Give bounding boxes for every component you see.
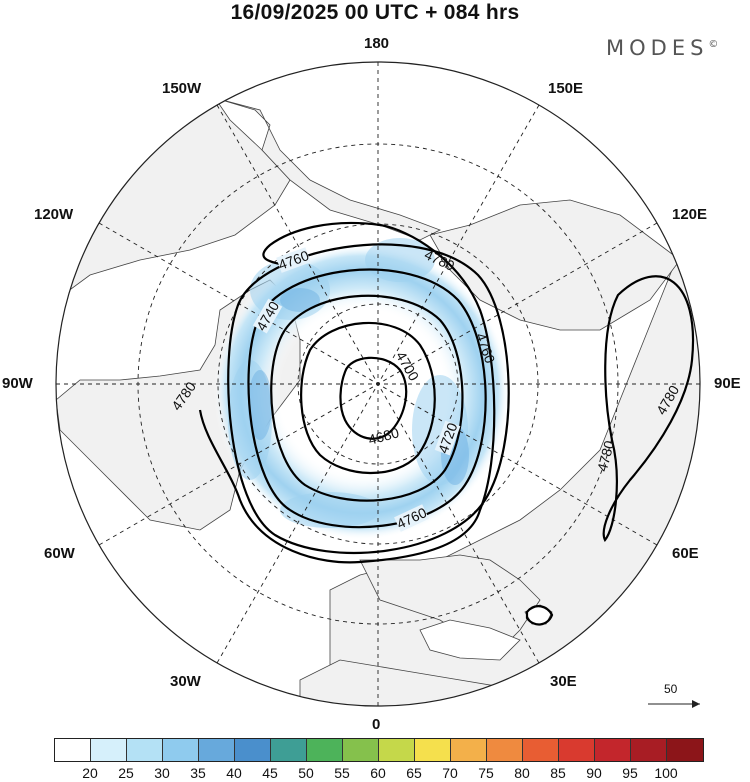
colorbar-cell [595, 739, 631, 761]
colorbar-cell [307, 739, 343, 761]
colorbar-tick-label: 80 [514, 765, 530, 781]
colorbar-cell [631, 739, 667, 761]
colorbar-cell [523, 739, 559, 761]
contour-4780-east [602, 275, 695, 543]
contour-4740 [247, 268, 487, 529]
colorbar-tick-label: 45 [262, 765, 278, 781]
copyright-mark: © [708, 39, 719, 50]
colorbar-tick-label: 50 [298, 765, 314, 781]
lon-label-30w: 30W [170, 673, 201, 690]
polar-map [55, 61, 701, 708]
colorbar-tick-label: 70 [442, 765, 458, 781]
colorbar-cell [127, 739, 163, 761]
lon-label-150e: 150E [548, 80, 584, 97]
lon-label-150w: 150W [162, 80, 202, 97]
colorbar-tick-label: 30 [154, 765, 170, 781]
europe [359, 554, 541, 651]
colorbar-cell [55, 739, 91, 761]
contour-4700 [300, 321, 436, 475]
height-contours [198, 221, 695, 626]
colorbar-tick-label: 95 [622, 765, 638, 781]
colorbar-cell [91, 739, 127, 761]
lon-label-180: 180 [364, 35, 390, 52]
map-title: 16/09/2025 00 UTC + 084 hrs [230, 1, 520, 24]
colorbar-tick-label: 35 [190, 765, 206, 781]
lon-label-60e: 60E [672, 545, 699, 562]
brand-name: MODES [606, 36, 709, 60]
lon-label-90w: 90W [2, 375, 33, 392]
colorbar-cell [667, 739, 703, 761]
colorbar-cell [487, 739, 523, 761]
colorbar-tick-label: 90 [586, 765, 602, 781]
colorbar-tick-label: 55 [334, 765, 350, 781]
mediterranean [419, 619, 521, 661]
lon-label-60w: 60W [44, 545, 75, 562]
lon-label-120e: 120E [672, 206, 708, 223]
colorbar-cell [559, 739, 595, 761]
graticule [56, 62, 700, 706]
map-border [55, 61, 701, 707]
colorbar-tick-label: 20 [82, 765, 98, 781]
colorbar-tick-label: 40 [226, 765, 242, 781]
vector-arrow-head [692, 700, 700, 708]
colorbar-tick-label: 75 [478, 765, 494, 781]
colorbar-cell [379, 739, 415, 761]
lon-label-30e: 30E [550, 673, 577, 690]
colorbar-cell [343, 739, 379, 761]
colorbar-tick-label: 60 [370, 765, 386, 781]
colorbar-tick-label: 65 [406, 765, 422, 781]
colorbar-tick-label: 25 [118, 765, 134, 781]
colorbar-cell [451, 739, 487, 761]
brand-logo: MODES© [606, 36, 718, 60]
colorbar [54, 738, 704, 762]
contour-4720 [270, 294, 464, 502]
lon-label-0: 0 [372, 716, 381, 733]
colorbar-cell [235, 739, 271, 761]
colorbar-cell [199, 739, 235, 761]
lon-label-90e: 90E [714, 375, 741, 392]
colorbar-tick-label: 100 [654, 765, 678, 781]
colorbar-tick-label: 85 [550, 765, 566, 781]
colorbar-cell [163, 739, 199, 761]
contour-4780-small [525, 605, 554, 626]
contour-4760 [227, 243, 510, 555]
lon-label-120w: 120W [34, 206, 74, 223]
colorbar-cell [415, 739, 451, 761]
vector-reference-label: 50 [664, 682, 678, 696]
contour-4780-west [198, 221, 496, 564]
contour-4680 [339, 356, 408, 440]
colorbar-cell [271, 739, 307, 761]
